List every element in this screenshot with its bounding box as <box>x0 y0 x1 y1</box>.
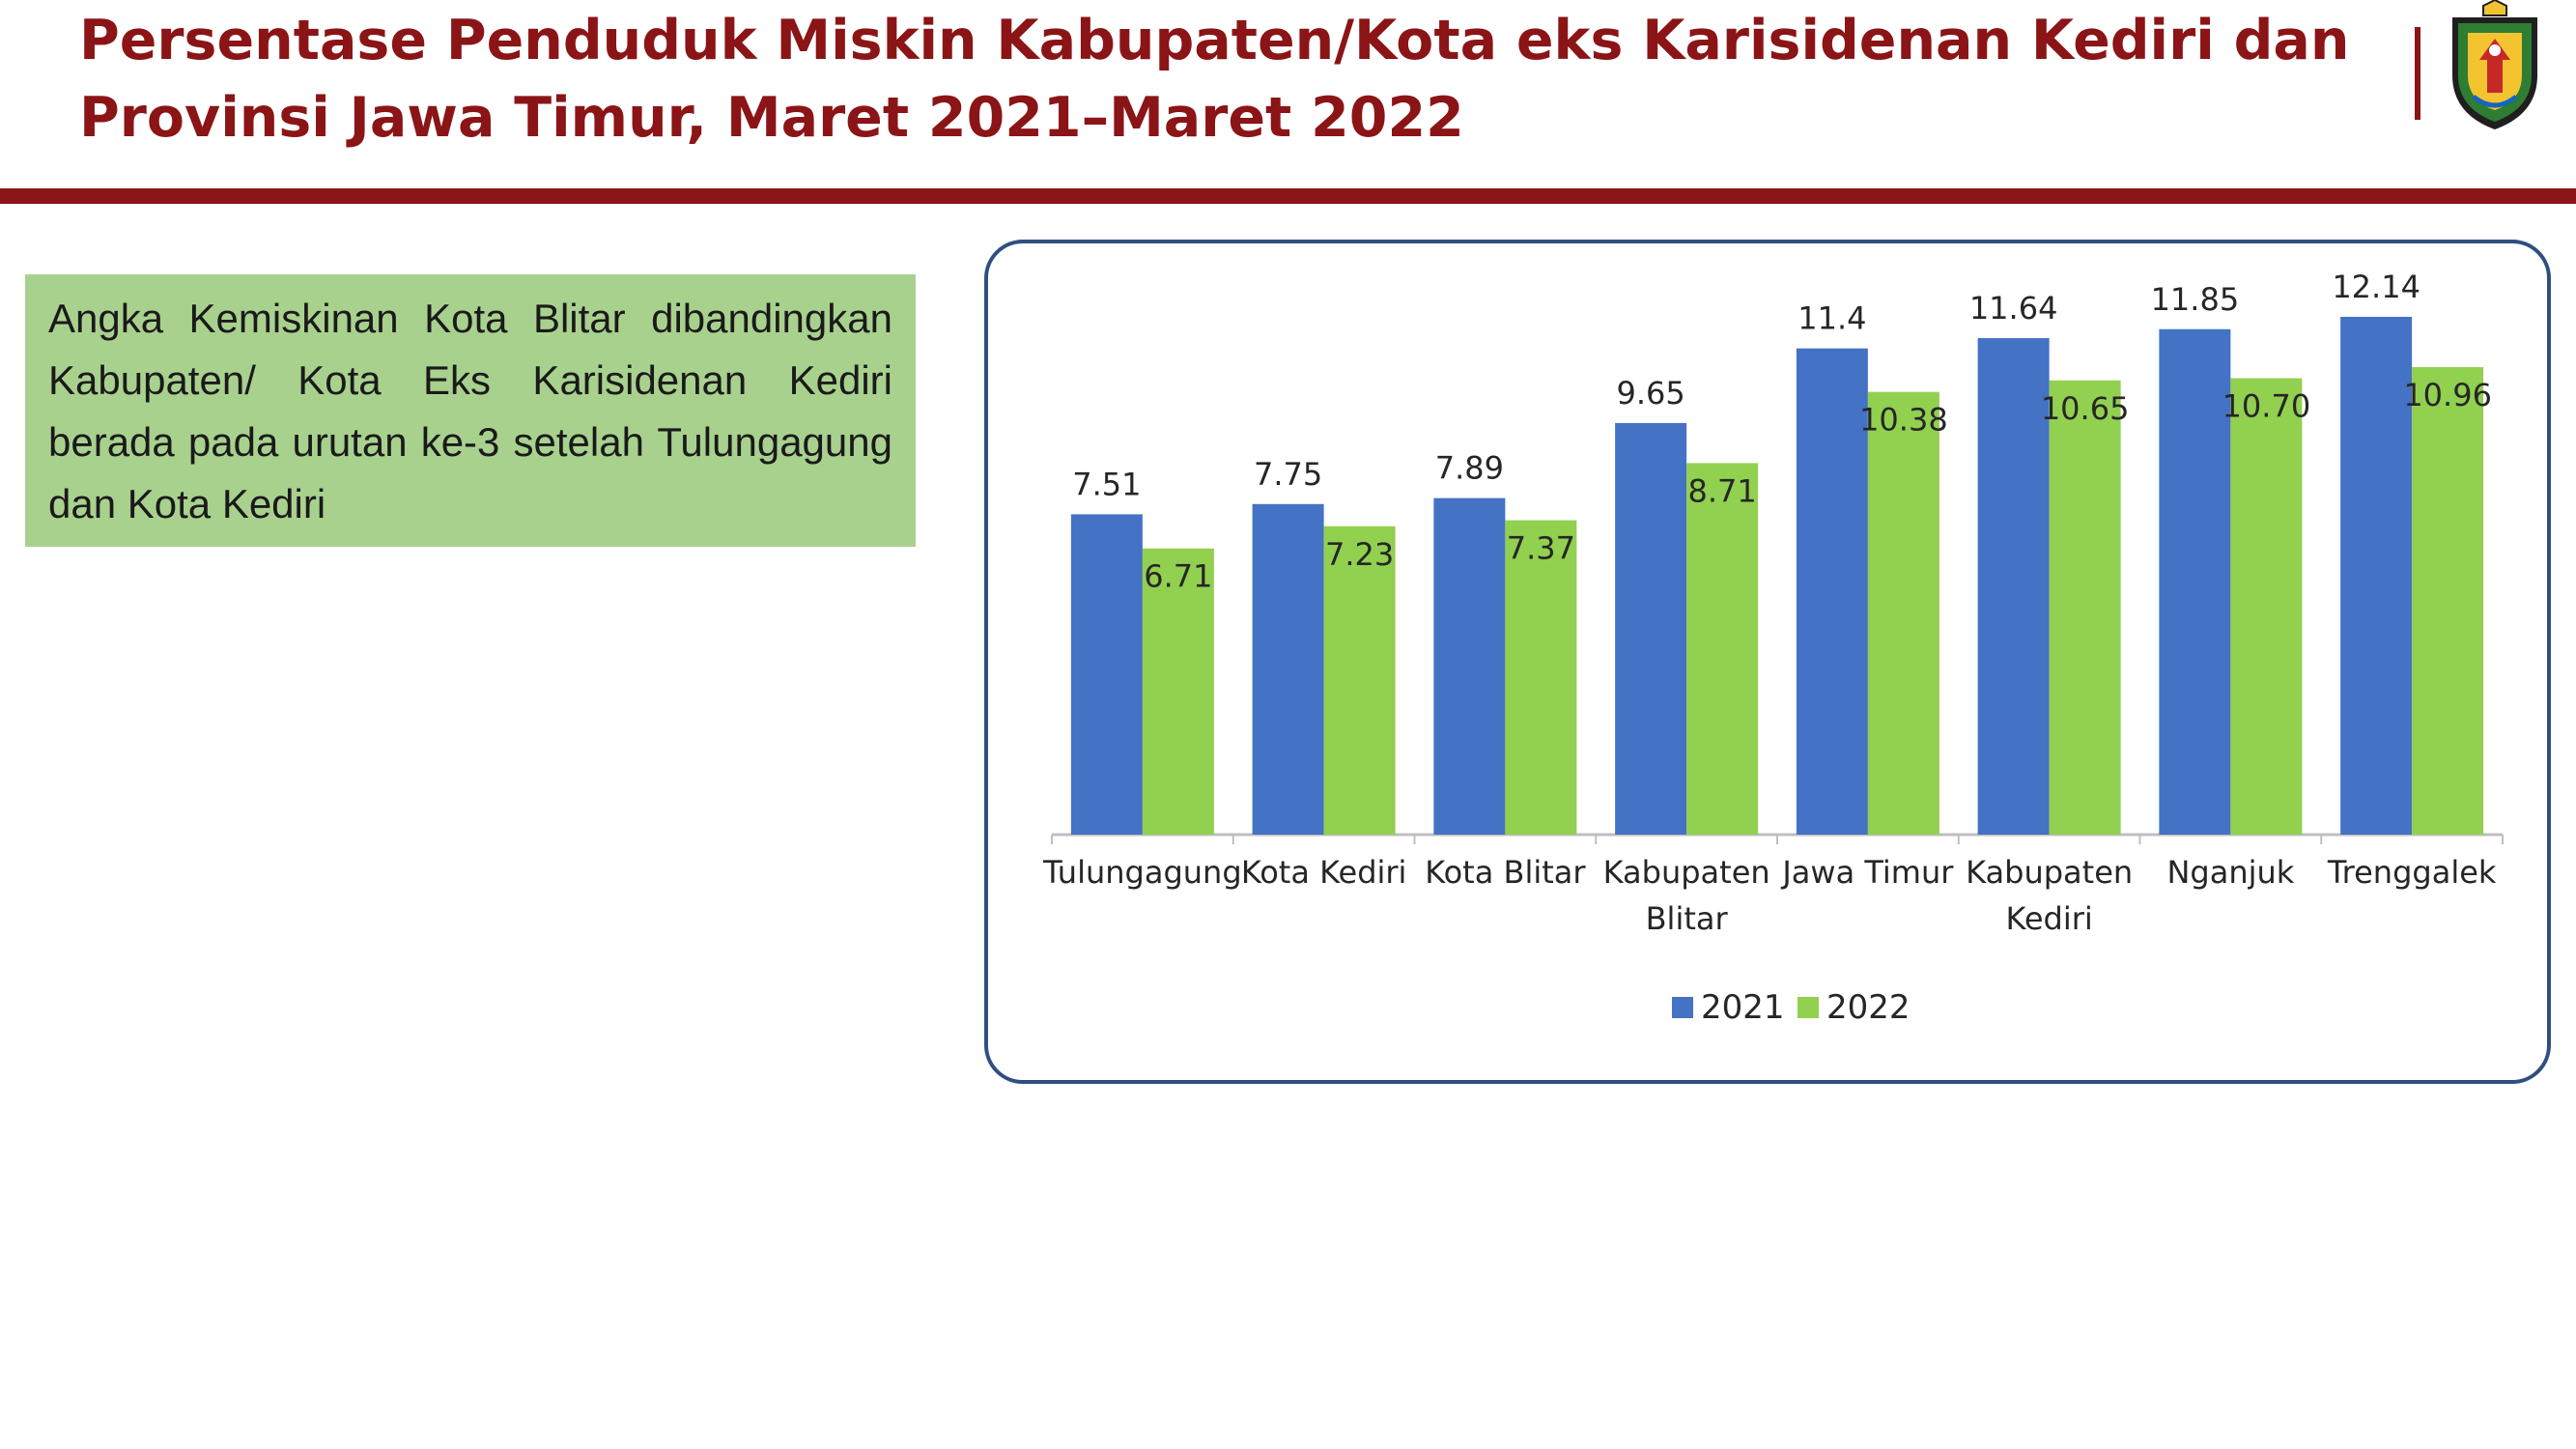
bar-2022 <box>1142 548 1214 835</box>
bar-2022 <box>2412 367 2484 835</box>
bar-2021 <box>2159 328 2231 835</box>
legend-label-2021: 2021 <box>1701 988 1785 1027</box>
slide-title: Persentase Penduduk Miskin Kabupaten/Kot… <box>79 2 2350 156</box>
regency-emblem-icon <box>2452 0 2537 129</box>
category-label: Kota Kediri <box>1241 854 1407 891</box>
category-label: Blitar <box>1646 900 1729 937</box>
legend-swatch-2021 <box>1672 997 1693 1018</box>
data-label-2022: 8.71 <box>1688 472 1757 509</box>
bar-2022 <box>2049 380 2121 835</box>
category-label: Kota Blitar <box>1425 854 1586 891</box>
bar-2021 <box>1977 338 2050 836</box>
bar-2022 <box>2230 378 2303 835</box>
data-label-2022: 6.71 <box>1144 558 1212 595</box>
header-divider <box>2415 27 2420 120</box>
data-label-2021: 7.75 <box>1254 456 1322 493</box>
data-label-2022: 7.23 <box>1325 536 1394 573</box>
data-label-2021: 7.89 <box>1435 450 1504 487</box>
bar-2021 <box>2340 316 2413 835</box>
category-label: Trenggalek <box>2327 854 2497 891</box>
legend-swatch-2022 <box>1798 997 1819 1018</box>
data-label-2021: 11.64 <box>1969 290 2058 327</box>
bar-2022 <box>1323 526 1396 835</box>
data-label-2021: 11.4 <box>1798 300 1866 337</box>
bar-2022 <box>1505 520 1577 835</box>
data-label-2022: 10.70 <box>2222 388 2311 425</box>
data-label-2021: 11.85 <box>2151 281 2240 318</box>
bar-2021 <box>1252 503 1324 835</box>
data-label-2021: 9.65 <box>1617 375 1685 412</box>
category-label: Tulungagung <box>1042 854 1242 891</box>
data-label-2022: 7.37 <box>1507 530 1575 567</box>
bar-2021 <box>1433 497 1506 835</box>
data-label-2022: 10.65 <box>2041 390 2130 427</box>
slide-title-line-1: Persentase Penduduk Miskin Kabupaten/Kot… <box>79 9 2350 72</box>
poverty-bar-chart: 7.51 6.71 Tulungagung 7.75 7.23 Kota Kediri 7.… <box>1042 269 2504 1027</box>
insight-callout-text: Angka Kemiskinan Kota Blitar dibandingka… <box>48 296 892 526</box>
header-rule <box>0 188 2576 204</box>
data-label-2021: 12.14 <box>2332 269 2420 305</box>
slide-title-line-2: Provinsi Jawa Timur, Maret 2021–Maret 20… <box>79 86 1464 150</box>
bar-2021 <box>1796 348 1868 835</box>
bar-2021 <box>1070 514 1143 835</box>
data-label-2022: 10.38 <box>1859 402 1948 439</box>
category-label: Kediri <box>2005 900 2092 937</box>
category-label: Nganjuk <box>2166 854 2294 891</box>
category-label: Kabupaten <box>1966 854 2133 891</box>
category-label: Kabupaten <box>1603 854 1770 891</box>
insight-callout: Angka Kemiskinan Kota Blitar dibandingka… <box>25 274 916 547</box>
bar-2022 <box>1867 391 1939 835</box>
bar-2021 <box>1615 422 1687 835</box>
category-label: Jawa Timur <box>1780 854 1954 891</box>
data-label-2021: 7.51 <box>1072 466 1141 502</box>
data-label-2022: 10.96 <box>2403 377 2492 413</box>
legend-label-2022: 2022 <box>1826 988 1911 1027</box>
bar-2022 <box>1686 463 1759 835</box>
